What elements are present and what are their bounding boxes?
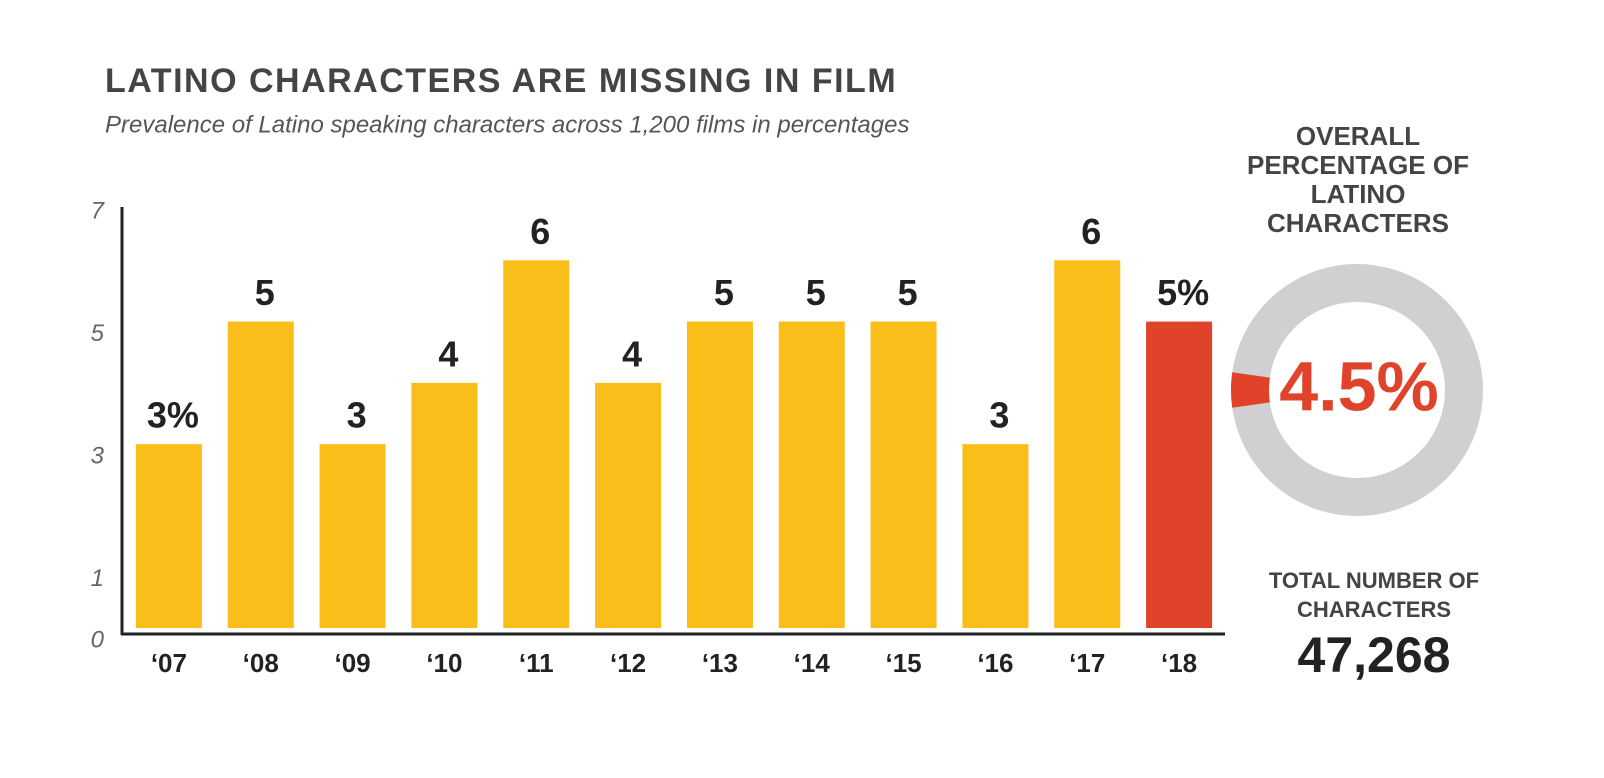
- value-label: 5%: [1157, 272, 1209, 313]
- donut-title: OVERALL PERCENTAGE OF LATINO CHARACTERS: [1247, 121, 1469, 238]
- bar: [595, 382, 662, 628]
- y-tick-label: 5: [91, 320, 105, 347]
- donut-value: 4.5%: [1279, 347, 1439, 425]
- value-label: 6: [1081, 211, 1101, 252]
- value-label: 5: [255, 272, 275, 313]
- x-tick-label: ‘09: [335, 648, 371, 678]
- value-label: 3: [989, 395, 1009, 436]
- bar: [319, 444, 386, 628]
- bar: [227, 321, 294, 628]
- chart-subtitle: Prevalence of Latino speaking characters…: [105, 111, 909, 138]
- value-label: 5: [898, 272, 918, 313]
- bar: [135, 444, 202, 628]
- value-label: 3: [347, 395, 367, 436]
- value-label: 5: [806, 272, 826, 313]
- x-tick-label: ‘16: [977, 648, 1013, 678]
- y-tick-label: 0: [91, 626, 105, 653]
- bar: [1054, 260, 1121, 628]
- x-tick-label: ‘08: [243, 648, 279, 678]
- x-tick-label: ‘17: [1069, 648, 1105, 678]
- y-tick-label: 1: [91, 565, 104, 592]
- bar: [778, 321, 845, 628]
- value-label: 5: [714, 272, 734, 313]
- x-tick-label: ‘11: [519, 648, 554, 678]
- bar: [962, 444, 1029, 628]
- x-tick-label: ‘15: [886, 648, 922, 678]
- donut-slice: [1231, 372, 1270, 408]
- bar: [503, 260, 570, 628]
- value-label: 4: [438, 333, 458, 374]
- total-value: 47,268: [1297, 627, 1451, 683]
- bar: [870, 321, 937, 628]
- x-tick-label: ‘13: [702, 648, 738, 678]
- bar: [1146, 321, 1213, 628]
- value-label: 6: [530, 211, 550, 252]
- bar: [686, 321, 753, 628]
- value-label: 4: [622, 333, 642, 374]
- x-tick-label: ‘12: [610, 648, 646, 678]
- x-tick-label: ‘14: [794, 648, 831, 678]
- x-tick-label: ‘07: [151, 648, 187, 678]
- y-tick-label: 7: [91, 197, 106, 224]
- y-tick-label: 3: [91, 442, 105, 469]
- total-label: TOTAL NUMBER OF CHARACTERS: [1268, 568, 1480, 622]
- x-tick-label: ‘10: [426, 648, 462, 678]
- value-label: 3%: [147, 395, 199, 436]
- x-tick-label: ‘18: [1161, 648, 1197, 678]
- chart-title: LATINO CHARACTERS ARE MISSING IN FILM: [105, 62, 897, 100]
- bar: [411, 382, 478, 628]
